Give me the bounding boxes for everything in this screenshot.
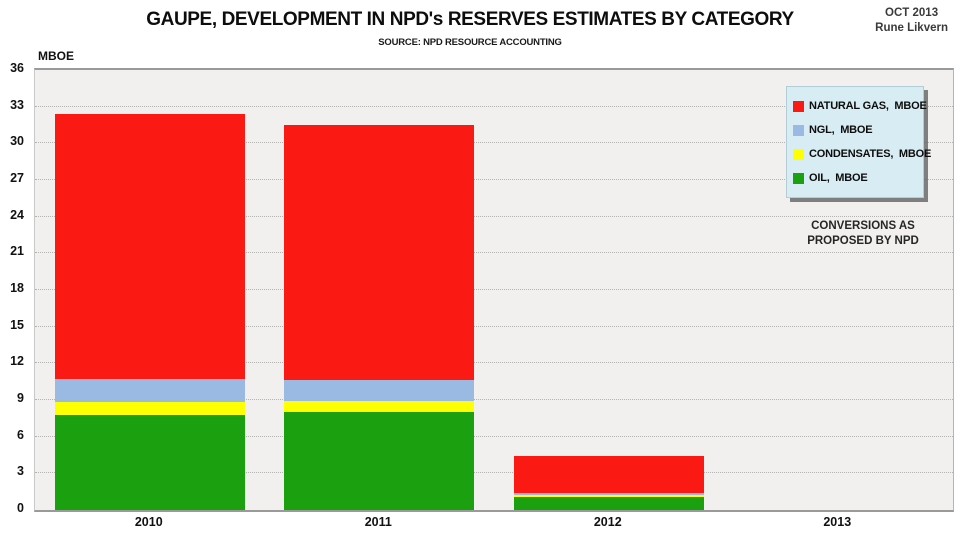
bar-segment: [513, 495, 704, 497]
legend-label: OIL, MBOE: [809, 172, 868, 184]
y-axis-title: MBOE: [38, 49, 74, 63]
legend-item: OIL, MBOE: [793, 166, 917, 190]
legend-swatch: [793, 172, 804, 184]
legend-swatch: [793, 124, 804, 136]
y-tick-label: 9: [17, 391, 24, 405]
gridline: [35, 252, 953, 254]
gridline: [35, 435, 953, 437]
legend-item: NGL, MBOE: [793, 118, 917, 142]
legend-swatch: [793, 100, 804, 112]
gridline: [35, 399, 953, 400]
y-tick-label: 3: [17, 464, 24, 479]
x-tick-label: 2010: [134, 515, 163, 529]
y-tick-label: 24: [10, 207, 24, 222]
bar-slots: [35, 70, 953, 510]
y-tick-label: 36: [10, 61, 24, 75]
bar-segment: [284, 412, 475, 510]
gridline: [35, 325, 953, 327]
annotation: CONVERSIONS AS PROPOSED BY NPD: [780, 219, 946, 249]
bar-segment: [54, 114, 245, 380]
y-tick-label: 21: [10, 244, 24, 259]
legend-label: NATURAL GAS, MBOE: [809, 100, 927, 112]
y-tick-label: 18: [10, 281, 24, 295]
bar-segment: [513, 496, 704, 510]
bar-segment: [54, 402, 245, 415]
stacked-bar: [54, 114, 245, 510]
x-tick-label: 2011: [364, 515, 392, 529]
gridline: [35, 289, 953, 290]
y-tick-label: 12: [10, 354, 24, 369]
gridline: [35, 105, 953, 107]
stacked-bar: [513, 456, 704, 510]
chart-title: GAUPE, DEVELOPMENT IN NPD's RESERVES EST…: [146, 9, 794, 30]
x-tick-label: 2013: [823, 515, 852, 529]
bar-2011: [265, 70, 495, 510]
bar-segment: [513, 456, 704, 493]
gridline: [35, 362, 953, 364]
bar-segment: [54, 379, 245, 403]
credit-author: Rune Likvern: [875, 22, 948, 34]
bar-2012: [494, 70, 724, 510]
x-axis: 2010 2011 2012 2013: [34, 515, 952, 529]
annotation-line2: PROPOSED BY NPD: [807, 235, 919, 247]
legend-label: CONDENSATES, MBOE: [809, 148, 932, 160]
stacked-bar: [284, 125, 475, 510]
credit-date: OCT 2013: [885, 7, 939, 19]
legend-item: CONDENSATES, MBOE: [793, 142, 931, 166]
bar-segment: [513, 492, 704, 496]
legend-item: NATURAL GAS, MBOE: [793, 94, 927, 118]
y-tick-label: 30: [10, 134, 24, 149]
gridline: [35, 179, 953, 180]
bar-segment: [284, 380, 475, 402]
y-tick-label: 27: [10, 171, 24, 185]
legend-label: NGL, MBOE: [809, 124, 873, 136]
gridline: [35, 215, 953, 217]
chart-subtitle: SOURCE: NPD RESOURCE ACCOUNTING: [378, 37, 562, 48]
bar-segment: [54, 414, 245, 510]
legend: NATURAL GAS, MBOE NGL, MBOE CONDENSATES, M…: [786, 86, 931, 198]
annotation-line1: CONVERSIONS AS: [811, 220, 915, 232]
gridline: [35, 142, 953, 144]
legend-swatch: [793, 148, 804, 160]
credit-block: OCT 2013 Rune Likvern: [875, 6, 948, 36]
bar-segment: [284, 401, 475, 413]
bar-segment: [284, 125, 475, 381]
y-axis: 0 3 6 9 12 15 18 21 24 27 30 33 36: [0, 61, 27, 515]
bar-2010: [35, 70, 265, 510]
y-tick-label: 15: [10, 317, 24, 332]
y-tick-label: 6: [17, 427, 24, 442]
gridline: [35, 472, 953, 474]
y-tick-label: 0: [17, 501, 24, 515]
y-tick-label: 33: [10, 97, 24, 112]
legend-items: NATURAL GAS, MBOE NGL, MBOE CONDENSATES, M…: [793, 94, 931, 190]
x-tick-label: 2012: [593, 515, 622, 529]
